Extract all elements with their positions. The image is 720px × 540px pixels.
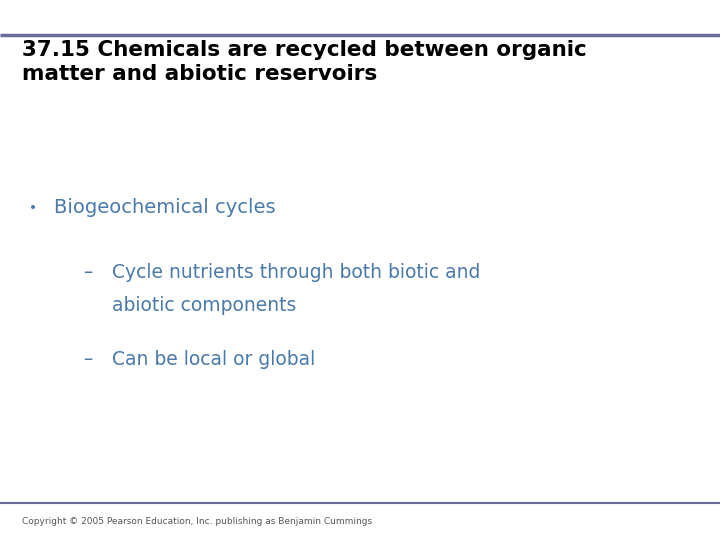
Text: 37.15 Chemicals are recycled between organic
matter and abiotic reservoirs: 37.15 Chemicals are recycled between org… bbox=[22, 40, 586, 84]
Text: Copyright © 2005 Pearson Education, Inc. publishing as Benjamin Cummings: Copyright © 2005 Pearson Education, Inc.… bbox=[22, 517, 372, 526]
Text: Cycle nutrients through both biotic and: Cycle nutrients through both biotic and bbox=[112, 263, 480, 282]
Text: –: – bbox=[83, 349, 92, 369]
Text: •: • bbox=[29, 201, 37, 215]
Text: Can be local or global: Can be local or global bbox=[112, 349, 315, 369]
Text: Biogeochemical cycles: Biogeochemical cycles bbox=[54, 198, 276, 218]
Text: –: – bbox=[83, 263, 92, 282]
Text: abiotic components: abiotic components bbox=[112, 295, 296, 315]
